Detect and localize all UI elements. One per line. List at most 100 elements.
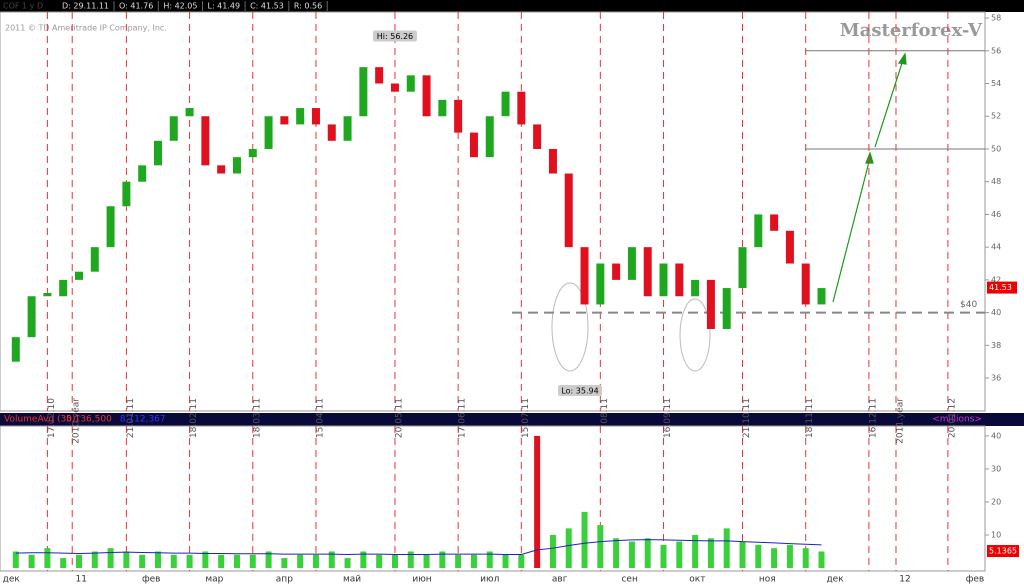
candle (169, 116, 178, 141)
volume-bar (91, 551, 98, 568)
candle (106, 206, 115, 248)
volume-bar (154, 551, 161, 568)
y-tick-label: 44 (991, 243, 1001, 252)
volume-bar (581, 511, 588, 568)
volume-bar (628, 541, 635, 568)
candle (580, 247, 589, 305)
candle (59, 279, 68, 297)
candle (390, 83, 399, 92)
x-tick-label: авг (552, 575, 568, 585)
volume-bar (502, 554, 509, 568)
candle (706, 279, 715, 329)
candle (722, 288, 731, 329)
volume-bar (376, 554, 383, 568)
candle (738, 247, 747, 289)
candle (469, 132, 478, 158)
volume-bar (802, 548, 809, 568)
volume-bar (75, 554, 82, 568)
header-item: C: 41.53 (250, 2, 284, 11)
candle (675, 263, 684, 297)
volume-bar (771, 548, 778, 568)
volume-bar (723, 528, 730, 568)
volume-bar (123, 551, 130, 568)
last-price: 41.53 (989, 283, 1012, 292)
annotation-box (558, 385, 603, 397)
volume-bar (265, 551, 272, 568)
candle (817, 288, 826, 305)
candle (311, 108, 320, 125)
candle (90, 247, 99, 272)
event-label: 2011.year (895, 398, 905, 444)
x-tick-label: сен (621, 575, 637, 585)
volume-bar (786, 544, 793, 568)
header-item: O: 41.76 (119, 2, 153, 11)
volume-bar (218, 554, 225, 568)
volume-bar (28, 554, 35, 568)
y-tick-label: 40 (991, 431, 1001, 440)
volume-bar (107, 548, 114, 568)
header-item: L: 41.49 (207, 2, 240, 11)
x-tick-label: дек (3, 575, 21, 585)
candle (327, 124, 336, 141)
volume-bar (739, 541, 746, 568)
volume-bar (707, 538, 714, 568)
last-volume: 5.1365 (989, 547, 1017, 556)
candle (454, 99, 463, 133)
candle (359, 67, 368, 117)
candle (27, 296, 36, 338)
symbol: COF 1 y D (3, 2, 43, 11)
event-label: 2010.year (72, 398, 82, 444)
x-tick-label: 12 (899, 575, 910, 585)
x-tick-label: мар (205, 575, 223, 585)
watermark: Masterforex-V (840, 20, 983, 41)
last-volume-box (987, 545, 1019, 558)
y-tick-label: 46 (991, 210, 1001, 219)
volume-bar (139, 554, 146, 568)
volume-bar (549, 534, 556, 568)
y-tick-label: 42 (991, 275, 1001, 284)
annotation: Hi: 56.26 (377, 32, 413, 41)
volume-bar (12, 551, 19, 568)
volume-avg (15, 539, 822, 555)
event-label: 18.03.11 (252, 398, 262, 438)
header-item: H: 42.05 (163, 2, 197, 11)
volume-bar (455, 554, 462, 568)
event-label: 21.01.11 (126, 398, 136, 438)
volume-bar (676, 541, 683, 568)
highlight-ellipse (679, 298, 711, 372)
candle (232, 157, 241, 174)
event-label: 18.11.11 (805, 398, 815, 438)
x-tick-label: июл (480, 575, 499, 585)
volume-bar (233, 554, 240, 568)
candle (533, 124, 542, 149)
x-tick-label: фев (142, 575, 161, 585)
projection-arrows (832, 52, 907, 303)
y-tick-label: 52 (991, 112, 1001, 121)
candle (406, 75, 415, 92)
volume-bar (186, 554, 193, 568)
y-tick-label: 20 (991, 497, 1001, 506)
event-label: 08.11 (600, 398, 610, 424)
candle (375, 67, 384, 84)
candle (659, 263, 668, 297)
y-tick-label: 50 (991, 144, 1001, 153)
event-label: 15.04.11 (315, 398, 325, 438)
candle (217, 165, 226, 174)
candle (548, 148, 557, 174)
x-tick-label: 11 (76, 575, 87, 585)
volume-stat: 8,112,367 (120, 415, 166, 425)
volume-bar (249, 554, 256, 568)
candle (785, 230, 794, 264)
volume-panel (0, 425, 986, 572)
event-label: 16.12.11 (868, 398, 878, 438)
volume-bar (597, 525, 604, 568)
volume-header-bar (0, 413, 1024, 426)
event-label: 21.10.11 (742, 398, 752, 438)
candle (138, 165, 147, 182)
candle (74, 271, 83, 280)
last-price-box (987, 281, 1017, 294)
candle (438, 99, 447, 117)
x-tick-label: ноя (759, 575, 776, 585)
